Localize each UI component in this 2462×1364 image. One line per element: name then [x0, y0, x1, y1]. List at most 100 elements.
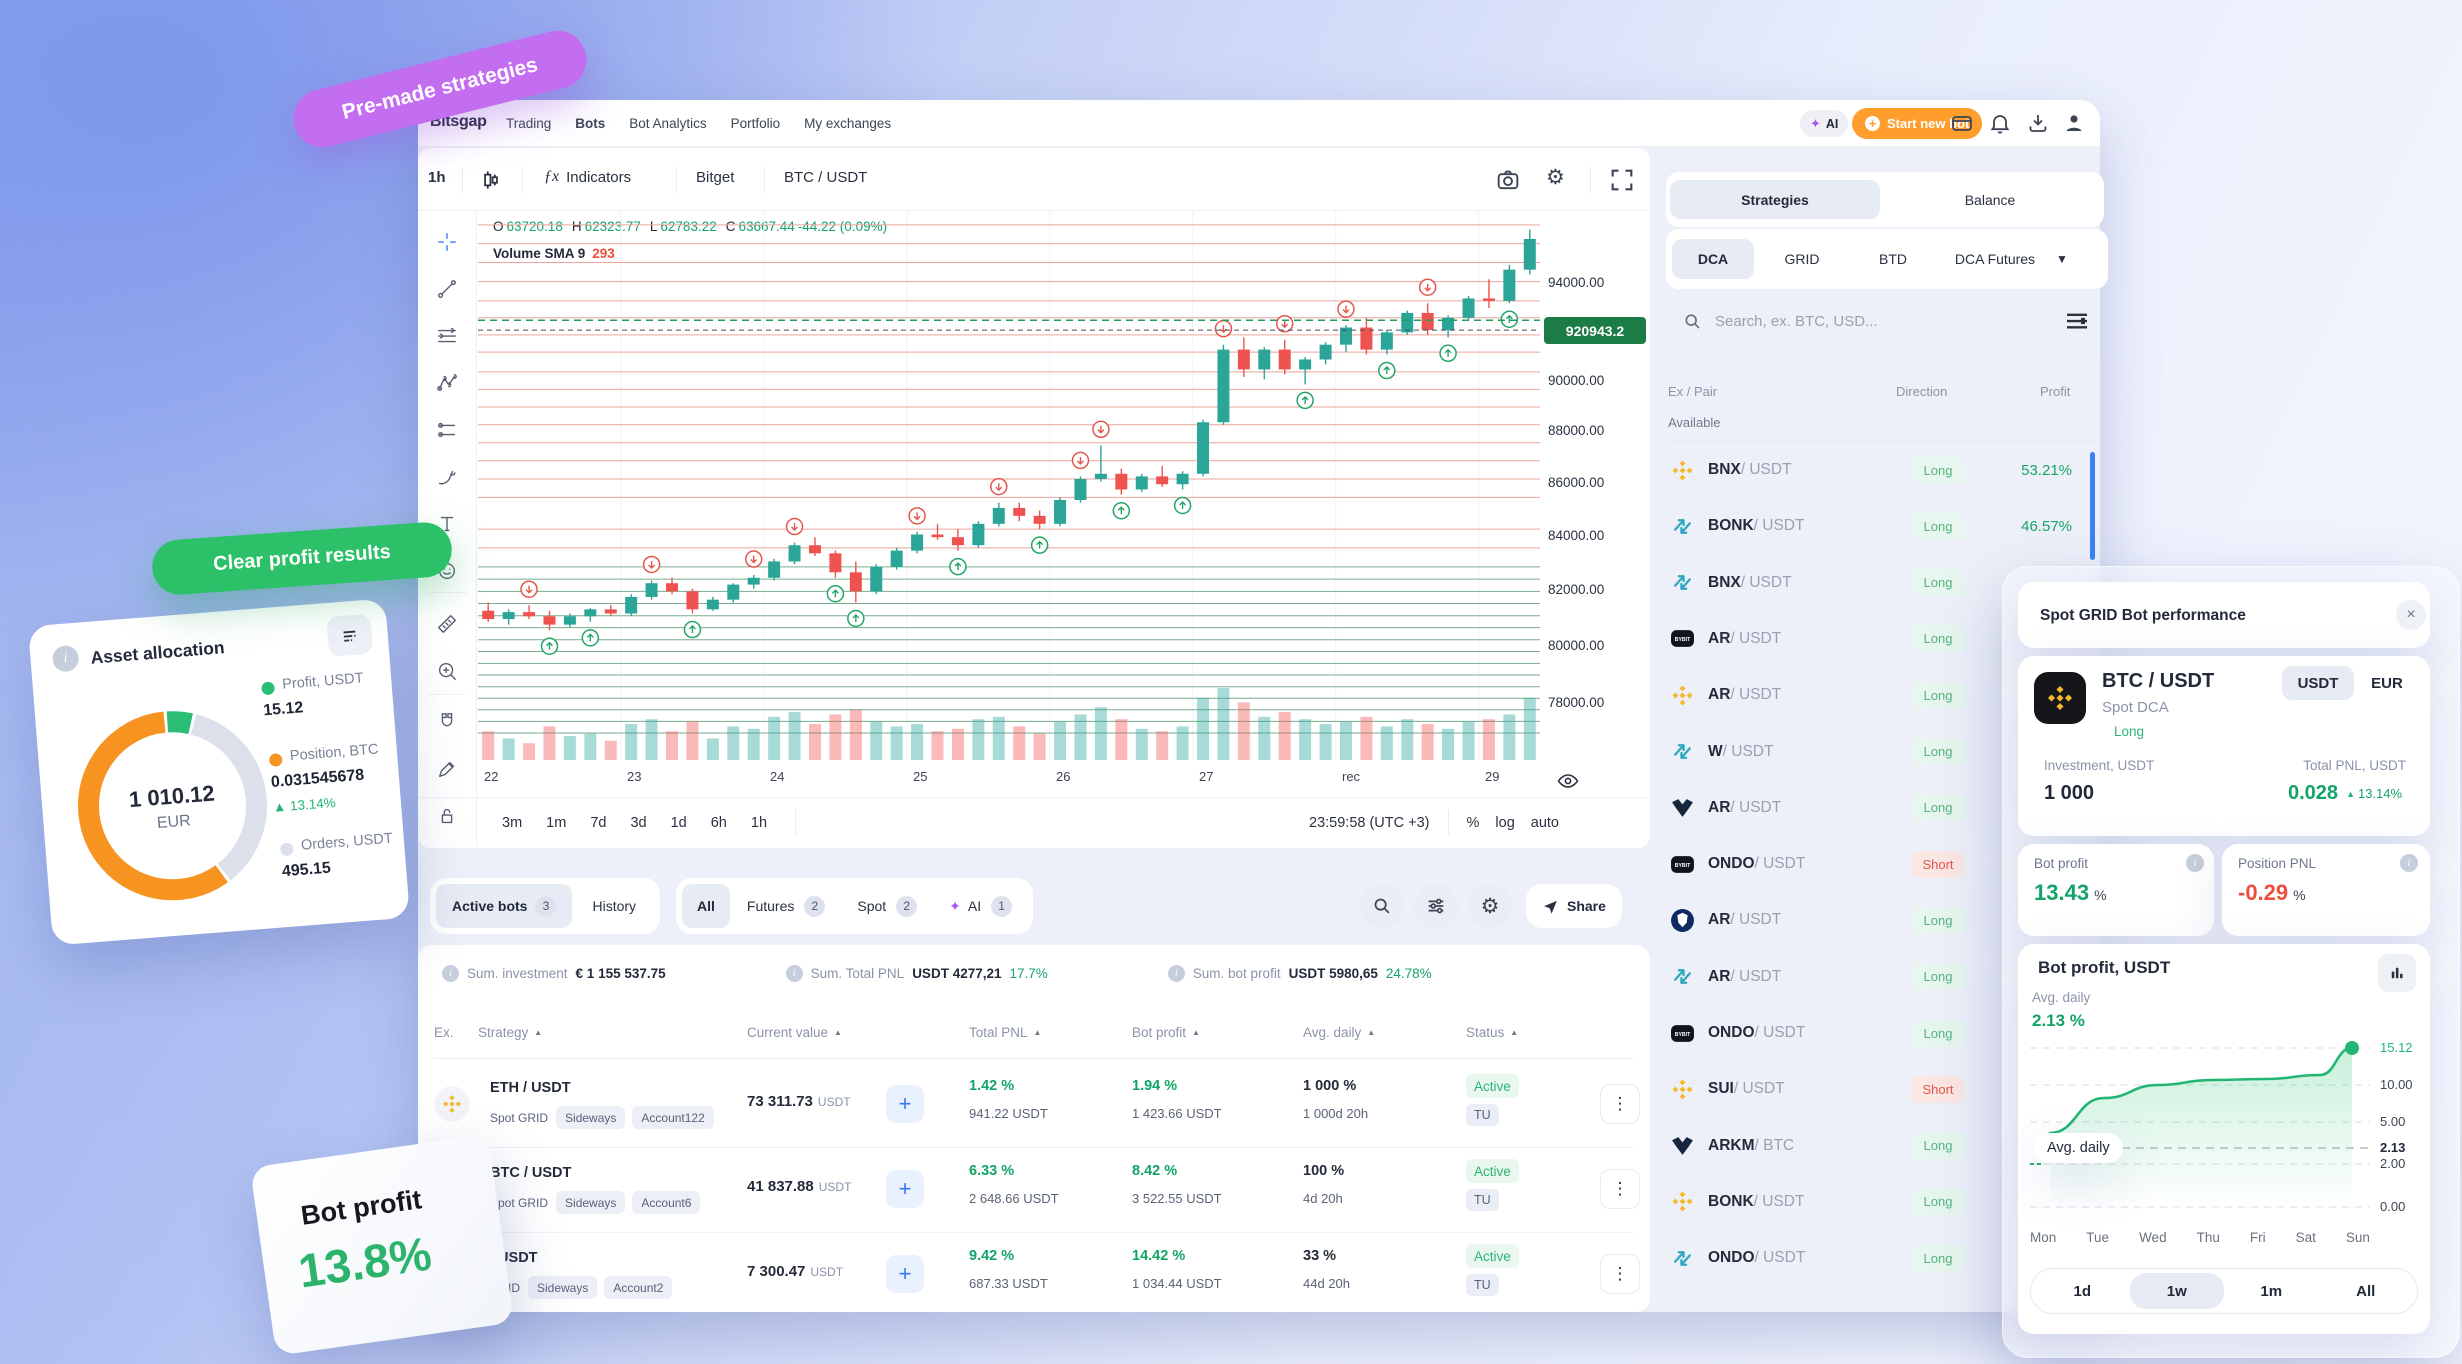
info-icon[interactable]: i [51, 644, 80, 673]
draw-lock-tool-icon[interactable] [433, 755, 461, 783]
tab-strategies[interactable]: Strategies [1670, 180, 1880, 219]
chart-type-button[interactable] [2378, 954, 2416, 992]
start-new-bot-button[interactable]: + Start new bot [1852, 108, 1983, 139]
scale-option-auto[interactable]: auto [1530, 814, 1559, 831]
ai-button[interactable]: ✦ AI [1800, 110, 1849, 137]
timeframe-3d[interactable]: 3d [630, 814, 647, 831]
scale-option-%[interactable]: % [1466, 814, 1480, 831]
exchange-button[interactable]: Bitget [696, 169, 735, 186]
column-header-current-value[interactable]: Current value ▲ [747, 1025, 842, 1040]
scrollbar[interactable] [2090, 452, 2095, 560]
column-header-strategy[interactable]: Strategy ▲ [478, 1025, 543, 1040]
pair-row[interactable]: BYBIT AR / USDT Long [1666, 611, 2090, 667]
info-icon[interactable]: i [785, 964, 803, 982]
crosshair-icon[interactable] [433, 228, 461, 256]
table-search-button[interactable] [1360, 884, 1404, 928]
scale-option-log[interactable]: log [1495, 814, 1515, 831]
table-row[interactable]: ETH / USDT Spot GRID Sideways Account122 73 … [418, 1062, 1650, 1147]
timeframe-6h[interactable]: 6h [710, 814, 727, 831]
column-header-bot-profit[interactable]: Bot profit ▲ [1132, 1025, 1200, 1040]
currency-eur[interactable]: EUR [2371, 674, 2403, 692]
table-filter-button[interactable] [1414, 884, 1458, 928]
pair-row[interactable]: AR / USDT Long [1666, 667, 2090, 723]
timeframe-1h[interactable]: 1h [750, 814, 768, 831]
share-button[interactable]: Share [1526, 884, 1622, 928]
filter-ai[interactable]: ✦ AI 1 [934, 884, 1027, 928]
info-icon[interactable]: i [2186, 854, 2204, 872]
trend-line-icon[interactable] [433, 275, 461, 303]
pair-row[interactable]: AR / USDT Long [1666, 949, 2090, 1005]
pair-filter-icon[interactable] [2062, 306, 2092, 336]
tab-dca-futures[interactable]: DCA Futures [1954, 251, 2036, 267]
indicators-button[interactable]: ƒx Indicators [544, 168, 632, 186]
filter-futures[interactable]: Futures 2 [732, 884, 840, 928]
column-header-avg-daily[interactable]: Avg. daily ▲ [1303, 1025, 1376, 1040]
pair-row[interactable]: AR / USDT Long [1666, 780, 2090, 836]
magnet-tool-icon[interactable] [433, 708, 461, 736]
timeframe-1m[interactable]: 1m [546, 814, 567, 831]
nav-item-bot-analytics[interactable]: Bot Analytics [629, 115, 707, 131]
pair-row[interactable]: W / USDT Long [1666, 724, 2090, 780]
profile-icon[interactable] [2062, 111, 2086, 135]
row-menu-button[interactable]: ⋮ [1600, 1254, 1640, 1294]
pair-row[interactable]: ARKM / BTC Long [1666, 1118, 2090, 1174]
wallet-icon[interactable] [1950, 111, 1974, 135]
pair-row[interactable]: BONK / USDT Long 46.57% [1666, 498, 2090, 554]
eye-icon[interactable] [1556, 769, 1580, 793]
asset-menu-button[interactable] [326, 613, 374, 657]
row-menu-button[interactable]: ⋮ [1600, 1169, 1640, 1209]
table-row[interactable]: BTC / USDT Spot GRID Sideways Account6 41 83… [418, 1147, 1650, 1232]
timeframe-1d[interactable]: 1d [670, 814, 687, 831]
price-chart[interactable] [478, 210, 1540, 760]
pair-row[interactable]: AR / USDT Long [1666, 892, 2090, 948]
chart-settings-gear-icon[interactable]: ⚙ [1546, 166, 1565, 189]
search-input[interactable] [1713, 311, 2066, 331]
snapshot-icon[interactable] [1494, 166, 1522, 194]
range-1d[interactable]: 1d [2073, 1282, 2091, 1300]
pair-row[interactable]: BYBIT ONDO / USDT Short [1666, 836, 2090, 892]
nav-item-bots[interactable]: Bots [575, 115, 606, 131]
text-tool-icon[interactable] [433, 510, 461, 538]
timeframe-7d[interactable]: 7d [590, 814, 607, 831]
range-1w[interactable]: 1w [2129, 1273, 2224, 1309]
info-icon[interactable]: i [2400, 854, 2418, 872]
chart-clock[interactable]: 23:59:58 (UTC +3) [1309, 814, 1430, 831]
add-funds-button[interactable]: + [886, 1170, 924, 1208]
tab-history[interactable]: History [592, 898, 637, 914]
tab-balance[interactable]: Balance [1964, 191, 2016, 208]
timeframe-button[interactable]: 1h [428, 169, 446, 186]
ruler-tool-icon[interactable] [433, 610, 461, 638]
nav-item-my-exchanges[interactable]: My exchanges [804, 115, 892, 131]
tab-grid[interactable]: GRID [1784, 251, 1820, 267]
info-icon[interactable]: i [442, 964, 459, 982]
info-icon[interactable]: i [1167, 964, 1185, 982]
add-funds-button[interactable]: + [886, 1255, 924, 1293]
pair-row[interactable]: BYBIT ONDO / USDT Long [1666, 1005, 2090, 1061]
pair-row[interactable]: BONK / USDT Long [1666, 1174, 2090, 1230]
column-header-status[interactable]: Status ▲ [1466, 1025, 1519, 1040]
add-funds-button[interactable]: + [886, 1085, 924, 1123]
long-position-tool-icon[interactable] [433, 416, 461, 444]
table-row[interactable]: / USDTGRIDSidewaysAccount27 300.47USDT+9… [418, 1232, 1650, 1317]
chevron-down-icon[interactable]: ▼ [2056, 252, 2068, 266]
timeframe-3m[interactable]: 3m [502, 814, 523, 831]
lock-tool-icon[interactable] [433, 802, 461, 830]
range-all[interactable]: All [2356, 1282, 2376, 1300]
horizontal-lines-tool-icon[interactable] [433, 322, 461, 350]
pair-row[interactable]: BNX / USDT Long 53.21% [1666, 442, 2090, 498]
table-settings-button[interactable]: ⚙ [1468, 884, 1512, 928]
candle-type-icon[interactable] [478, 167, 504, 193]
currency-usdt[interactable]: USDT [2282, 666, 2354, 700]
xabcd-pattern-icon[interactable] [433, 369, 461, 397]
tab-dca[interactable]: DCA [1672, 239, 1754, 279]
filter-spot[interactable]: Spot 2 [842, 884, 932, 928]
row-menu-button[interactable]: ⋮ [1600, 1084, 1640, 1124]
nav-item-trading[interactable]: Trading [506, 115, 552, 131]
zoom-in-tool-icon[interactable] [433, 657, 461, 685]
pair-row[interactable]: SUI / USDT Short [1666, 1061, 2090, 1117]
pair-row[interactable]: ONDO / USDT Long [1666, 1230, 2090, 1286]
column-header-total-pnl[interactable]: Total PNL ▲ [969, 1025, 1042, 1040]
download-icon[interactable] [2026, 111, 2050, 135]
pair-button[interactable]: BTC / USDT [784, 169, 868, 186]
bell-icon[interactable] [1988, 111, 2012, 135]
